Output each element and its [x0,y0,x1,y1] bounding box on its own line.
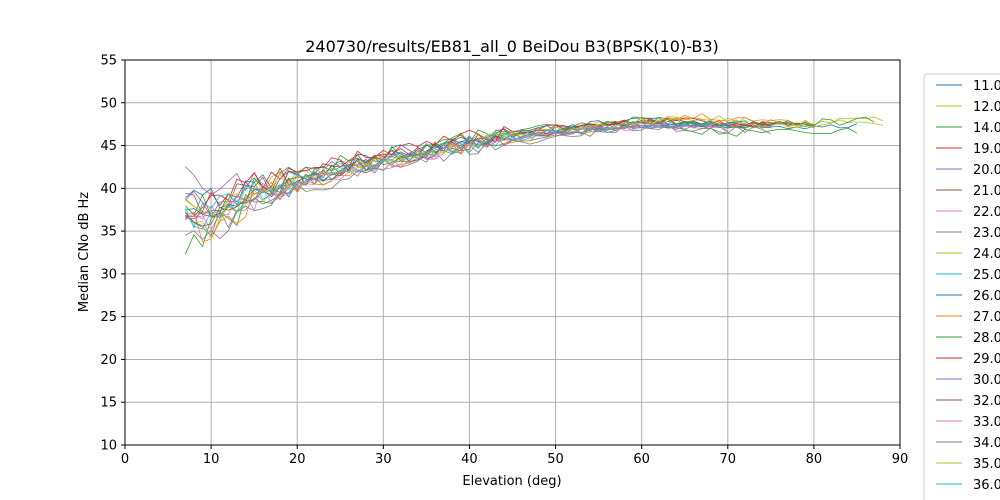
y-tick-label: 50 [100,96,117,111]
y-axis-label: Median CNo dB Hz [77,192,92,312]
legend-entry-label: 23.0 [973,226,1000,241]
x-tick-label: 70 [720,452,737,467]
y-tick-label: 30 [100,267,117,282]
legend: 11.0 12.0 14.0 19.0 20.0 21.0 22.0 23.0 24.0 25.0… [923,73,1000,500]
y-tick-label: 15 [100,396,117,411]
legend-entry-label: 21.0 [973,184,1000,199]
legend-entry-label: 29.0 [973,352,1000,367]
y-tick-label: 10 [100,439,117,454]
y-tick-label: 45 [100,139,117,154]
series-lines [184,113,883,255]
x-tick-label: 80 [806,452,823,467]
legend-entry-label: 24.0 [973,247,1000,262]
x-tick-label: 40 [461,452,478,467]
x-tick-label: 30 [375,452,392,467]
legend-entry-label: 25.0 [973,268,1000,283]
series-line-29-0 [185,117,771,217]
y-tick-label: 25 [100,310,117,325]
plot-frame [124,59,901,446]
legend-entry-label: 11.0 [973,79,1000,94]
legend-entry-label: 20.0 [973,163,1000,178]
legend-entry-label: 14.0 [973,121,1000,136]
x-tick-label: 10 [203,452,220,467]
y-tick-label: 35 [100,225,117,240]
legend-box [923,73,1000,500]
y-tick-label: 55 [100,54,117,69]
series-line-33-0 [185,124,729,221]
legend-entry-label: 19.0 [973,142,1000,157]
x-tick-label: 20 [289,452,306,467]
series-line-28-0 [185,116,875,218]
legend-entry-label: 26.0 [973,289,1000,304]
legend-entry-label: 22.0 [973,205,1000,220]
legend-entry-label: 35.0 [973,457,1000,472]
series-line-23-0 [185,122,771,237]
legend-entry-label: 33.0 [973,415,1000,430]
legend-entry-label: 36.0 [973,478,1000,493]
axis-ticks: 0 10 20 30 40 50 60 70 80 90 10 15 20 25 30 35 40 45 50 55 [100,54,908,468]
legend-entry-label: 32.0 [973,394,1000,409]
y-tick-label: 40 [100,182,117,197]
legend-entry-label: 34.0 [973,436,1000,451]
legend-entry-label: 27.0 [973,310,1000,325]
series-line-34-0 [185,124,771,240]
legend-entry-label: 28.0 [973,331,1000,346]
legend-entry-label: 30.0 [973,373,1000,388]
x-tick-label: 0 [121,452,129,467]
x-axis-label: Elevation (deg) [462,474,561,489]
y-tick-label: 20 [100,353,117,368]
legend-entry-label: 12.0 [973,100,1000,115]
series-line-26-0 [185,117,815,209]
x-tick-label: 90 [892,452,909,467]
x-tick-label: 50 [547,452,564,467]
series-line-36-0 [184,121,729,229]
chart-title: 240730/results/EB81_all_0 BeiDou B3(BPSK… [305,37,719,57]
x-tick-label: 60 [633,452,650,467]
